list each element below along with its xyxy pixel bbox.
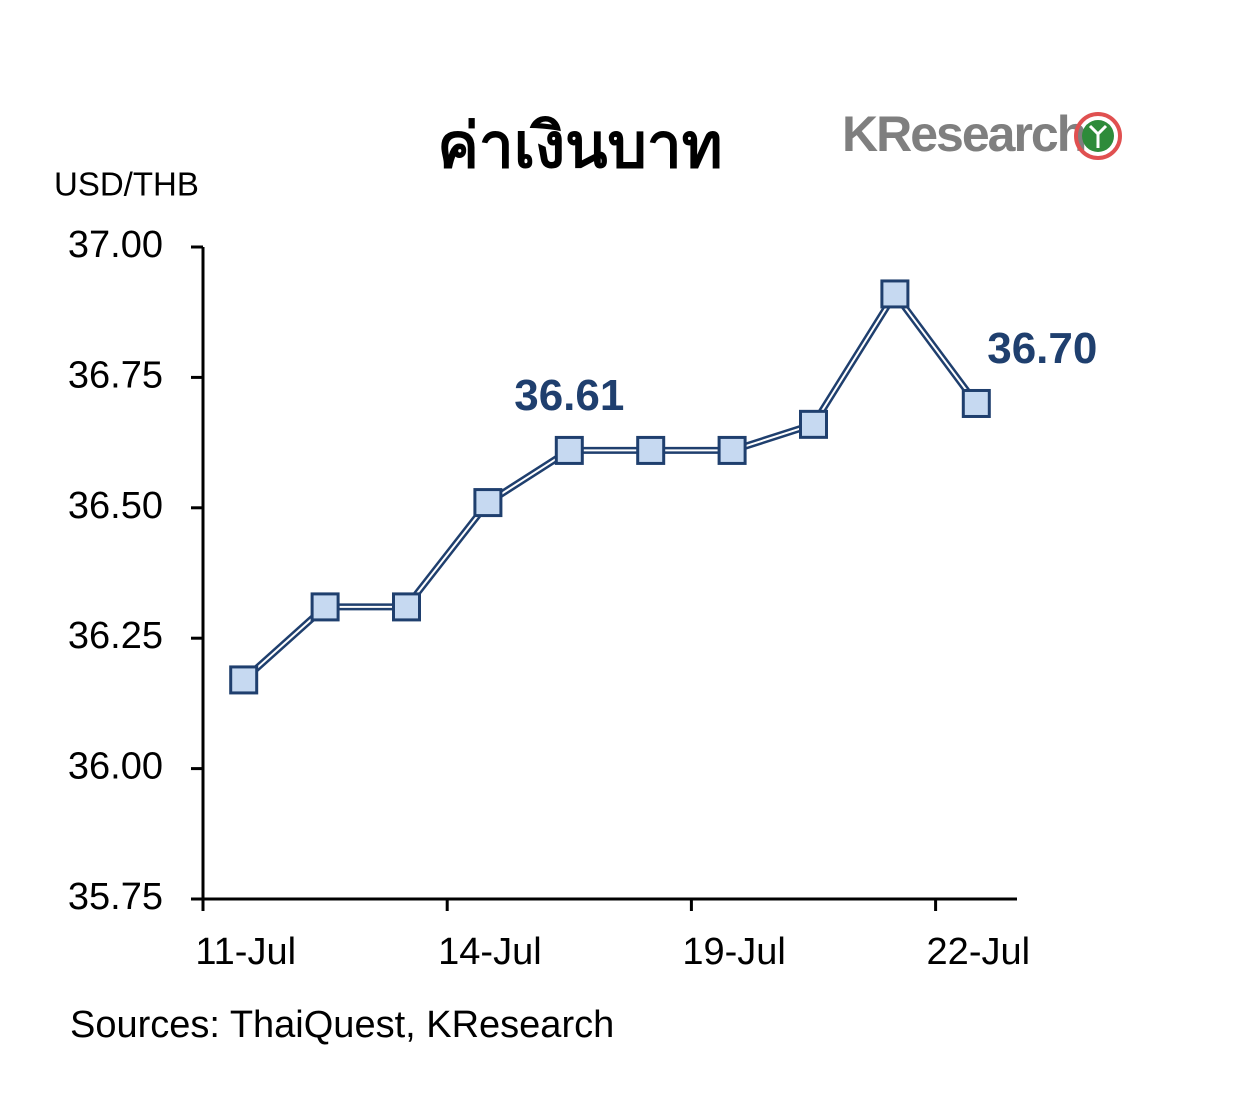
marker — [799, 409, 828, 439]
marker — [229, 665, 259, 695]
x-tick-label: 19-Jul — [682, 931, 786, 973]
marker — [310, 592, 340, 622]
marker — [880, 279, 910, 309]
data-label: 36.61 — [514, 371, 624, 420]
marker — [473, 488, 503, 518]
y-tick-label: 36.75 — [68, 354, 163, 396]
y-axis-label: USD/THB — [54, 166, 199, 203]
logo: KResearch — [842, 106, 1085, 162]
source: Sources: ThaiQuest, KResearch — [70, 1004, 614, 1046]
y-tick-label: 36.50 — [68, 485, 163, 527]
y-tick-label: 36.25 — [68, 615, 163, 657]
x-tick-label: 22-Jul — [927, 931, 1031, 973]
y-tick-label: 35.75 — [68, 876, 163, 918]
y-tick-label: 36.00 — [68, 746, 163, 788]
x-tick-label: 14-Jul — [438, 931, 542, 973]
x-tick-label: 11-Jul — [195, 931, 296, 973]
marker — [554, 435, 584, 465]
logo-icon — [1074, 112, 1122, 160]
chart-title: ค่าเงินบาท — [437, 109, 722, 182]
marker — [392, 592, 421, 622]
marker — [636, 435, 666, 465]
series-line-highlight — [243, 292, 978, 681]
series-line — [241, 290, 980, 683]
marker — [961, 388, 991, 418]
data-label: 36.70 — [987, 324, 1097, 373]
marker — [717, 435, 747, 465]
y-tick-label: 37.00 — [68, 224, 163, 266]
